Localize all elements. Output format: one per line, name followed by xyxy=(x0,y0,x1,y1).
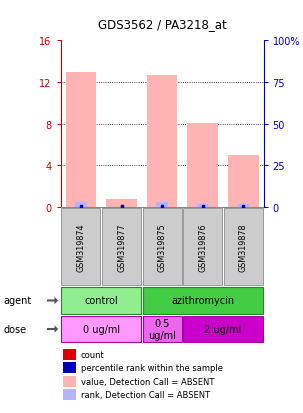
Bar xyxy=(197,204,208,208)
Text: control: control xyxy=(84,296,118,306)
Bar xyxy=(224,209,263,286)
Bar xyxy=(62,209,100,286)
Bar xyxy=(63,389,76,401)
Bar xyxy=(116,207,127,208)
Bar xyxy=(143,287,263,314)
Text: percentile rank within the sample: percentile rank within the sample xyxy=(81,363,223,373)
Bar xyxy=(62,287,141,314)
Bar xyxy=(183,209,222,286)
Bar xyxy=(228,156,258,208)
Text: 0.5
ug/ml: 0.5 ug/ml xyxy=(148,318,176,340)
Bar xyxy=(63,363,76,373)
Text: GSM319878: GSM319878 xyxy=(239,223,248,271)
Text: GDS3562 / PA3218_at: GDS3562 / PA3218_at xyxy=(98,18,226,31)
Text: azithromycin: azithromycin xyxy=(171,296,234,306)
Bar xyxy=(102,209,141,286)
Text: GSM319877: GSM319877 xyxy=(117,223,126,271)
Text: GSM319876: GSM319876 xyxy=(198,223,207,271)
Text: agent: agent xyxy=(3,296,31,306)
Bar xyxy=(156,202,168,208)
Bar xyxy=(147,76,177,208)
Bar xyxy=(143,209,181,286)
Text: dose: dose xyxy=(3,324,26,334)
Text: GSM319875: GSM319875 xyxy=(158,223,167,271)
Text: GSM319874: GSM319874 xyxy=(76,223,85,271)
Text: 0 ug/ml: 0 ug/ml xyxy=(83,324,120,334)
Bar xyxy=(238,204,249,208)
Bar xyxy=(63,376,76,387)
Bar xyxy=(66,73,96,208)
Bar xyxy=(188,123,218,208)
Bar xyxy=(63,349,76,360)
Bar xyxy=(143,316,181,342)
Bar xyxy=(183,316,263,342)
Bar xyxy=(75,203,87,208)
Text: count: count xyxy=(81,350,105,359)
Text: rank, Detection Call = ABSENT: rank, Detection Call = ABSENT xyxy=(81,390,210,399)
Text: 2 ug/ml: 2 ug/ml xyxy=(205,324,241,334)
Bar xyxy=(62,316,141,342)
Text: value, Detection Call = ABSENT: value, Detection Call = ABSENT xyxy=(81,377,214,386)
Bar xyxy=(106,199,137,208)
